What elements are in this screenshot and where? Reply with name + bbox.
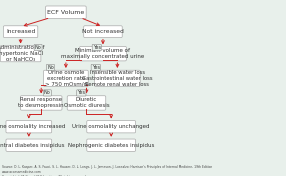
FancyBboxPatch shape <box>94 70 140 86</box>
Text: No: No <box>47 65 54 70</box>
FancyBboxPatch shape <box>43 70 88 86</box>
Text: Yes: Yes <box>77 90 85 95</box>
FancyBboxPatch shape <box>87 121 136 133</box>
Text: Nephrogenic diabetes insipidus: Nephrogenic diabetes insipidus <box>68 143 154 148</box>
FancyBboxPatch shape <box>6 121 52 133</box>
Text: No: No <box>35 45 41 50</box>
Text: Not increased: Not increased <box>82 29 124 34</box>
FancyBboxPatch shape <box>87 139 136 151</box>
Text: Urine osmolality increased: Urine osmolality increased <box>0 124 65 129</box>
Text: Increased: Increased <box>6 29 35 34</box>
FancyBboxPatch shape <box>84 26 122 37</box>
FancyBboxPatch shape <box>20 96 62 110</box>
FancyBboxPatch shape <box>67 96 106 110</box>
Text: Central diabetes insipidus: Central diabetes insipidus <box>0 143 65 148</box>
Text: Source: D. L. Kasper, A. S. Fauci, S. L. Hauser, D. L. Longo, J. L. Jameson, J. : Source: D. L. Kasper, A. S. Fauci, S. L.… <box>2 165 212 176</box>
Text: Diuretic
Osmotic diuresis: Diuretic Osmotic diuresis <box>64 98 109 108</box>
Text: Urine osmolality unchanged: Urine osmolality unchanged <box>72 124 150 129</box>
Text: Minimum volume of
maximally concentrated urine: Minimum volume of maximally concentrated… <box>61 48 145 59</box>
Text: Urine osmole
excretion rate
> 750 mOsm/d: Urine osmole excretion rate > 750 mOsm/d <box>45 70 87 87</box>
FancyBboxPatch shape <box>0 46 41 62</box>
Text: Renal response
to desmopressin: Renal response to desmopressin <box>18 98 64 108</box>
FancyBboxPatch shape <box>80 46 126 61</box>
Text: Insensible water loss
Gastrointestinal water loss
Remote renal water loss: Insensible water loss Gastrointestinal w… <box>82 70 153 87</box>
FancyBboxPatch shape <box>3 26 38 37</box>
Text: Administration of
hypertonic NaCl
or NaHCO₃: Administration of hypertonic NaCl or NaH… <box>0 45 44 62</box>
Text: Yes: Yes <box>93 45 101 50</box>
Text: Yes: Yes <box>92 65 100 70</box>
Text: No: No <box>44 90 51 95</box>
FancyBboxPatch shape <box>45 6 86 19</box>
FancyBboxPatch shape <box>6 139 52 151</box>
Text: ECF Volume: ECF Volume <box>47 10 85 15</box>
